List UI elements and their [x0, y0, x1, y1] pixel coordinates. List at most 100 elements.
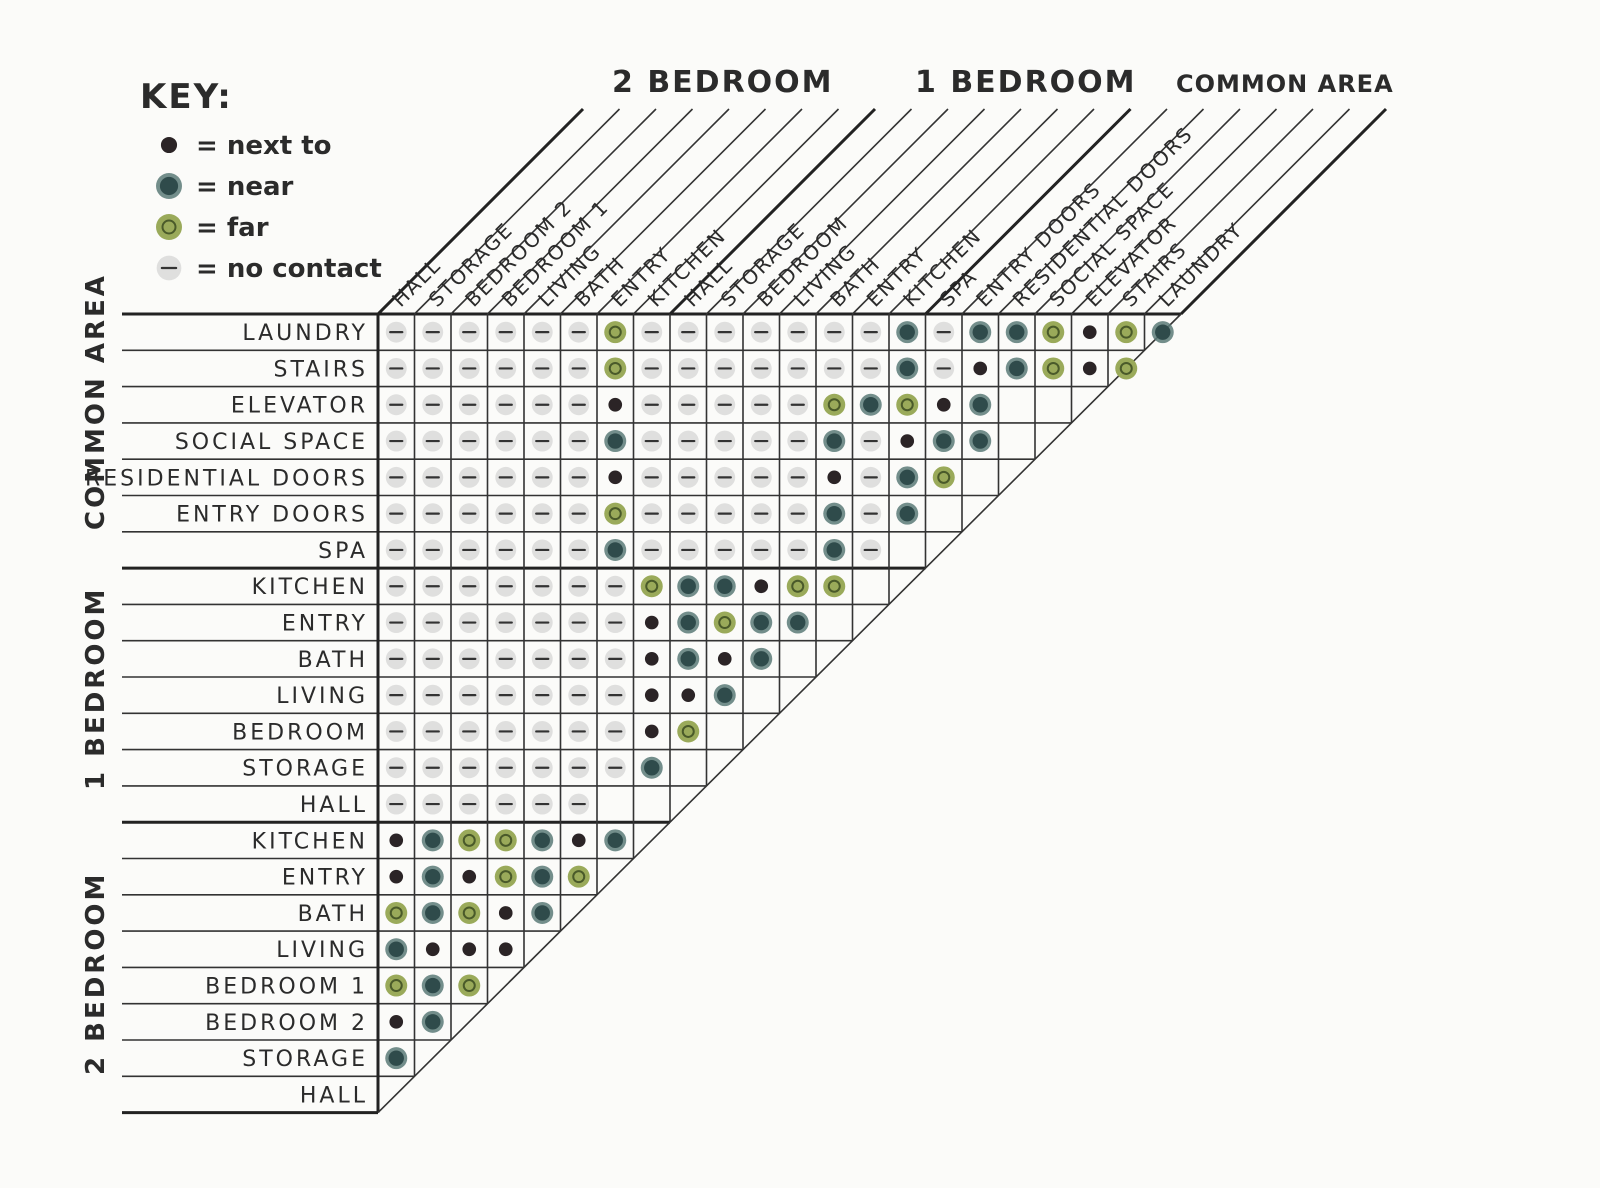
- cell-r13-c4: [531, 793, 553, 815]
- cell-r1-c0: [385, 358, 407, 379]
- cell-r0-c9: [714, 321, 736, 343]
- cell-r5-c3: [495, 503, 517, 525]
- cell-r7-c6: [604, 575, 626, 597]
- cell-r8-c0: [385, 612, 407, 633]
- row-label-bedroom-1: BEDROOM 1: [205, 975, 368, 1000]
- cell-r6-c2: [458, 539, 480, 561]
- cell-r5-c5: [568, 503, 590, 525]
- column-header-line: [997, 108, 1205, 315]
- cell-r0-c7: [641, 321, 663, 343]
- cell-r1-c17: [1005, 357, 1028, 380]
- cell-r0-c13: [860, 321, 882, 343]
- cell-r10-c2: [458, 684, 480, 706]
- column-header-line: [450, 108, 657, 315]
- cell-r7-c5: [568, 575, 590, 597]
- cell-r8-c1: [422, 612, 444, 633]
- cell-r9-c7: [644, 652, 659, 666]
- cell-r2-c11: [787, 394, 809, 416]
- row-label-storage: STORAGE: [242, 757, 368, 782]
- top-group-common-area: COMMON AREA: [1176, 70, 1394, 98]
- cell-r1-c7: [641, 358, 663, 379]
- cell-r6-c0: [385, 539, 407, 561]
- cell-r4-c0: [385, 466, 407, 488]
- cell-r8-c11: [786, 611, 809, 634]
- cell-r10-c5: [568, 684, 590, 706]
- cell-r2-c16: [969, 393, 992, 416]
- cell-r2-c15: [936, 397, 951, 412]
- side-group-1-bedroom: 1 BEDROOM: [81, 587, 111, 790]
- cell-r11-c1: [422, 721, 444, 742]
- cell-r18-c2: [458, 974, 481, 997]
- cell-r10-c0: [385, 684, 407, 706]
- cell-r0-c4: [531, 321, 553, 343]
- side-group-2-bedroom: 2 BEDROOM: [81, 872, 111, 1075]
- cell-r12-c3: [495, 757, 517, 779]
- cell-r15-c2: [462, 869, 477, 884]
- cell-r10-c4: [531, 684, 553, 706]
- cell-r0-c8: [677, 321, 699, 343]
- cell-r2-c7: [641, 394, 663, 416]
- matrix-grid: [122, 107, 1388, 1115]
- cell-r16-c4: [531, 901, 554, 924]
- cell-r7-c9: [713, 575, 736, 598]
- cell-r7-c12: [823, 575, 846, 598]
- cell-r4-c10: [750, 466, 772, 488]
- cell-r0-c10: [750, 321, 772, 343]
- top-group-labels: 2 BEDROOM 1 BEDROOM COMMON AREA: [612, 65, 1394, 100]
- cell-r12-c4: [531, 757, 553, 779]
- column-header-line: [742, 108, 949, 315]
- cell-r6-c9: [714, 539, 736, 561]
- cell-r13-c5: [568, 793, 590, 815]
- cell-r4-c12: [827, 470, 842, 485]
- cell-r5-c12: [823, 502, 846, 525]
- cell-r16-c2: [458, 901, 481, 924]
- cell-r9-c1: [422, 648, 444, 670]
- cell-r0-c19: [1082, 325, 1097, 339]
- cell-r4-c14: [896, 466, 919, 489]
- cell-r7-c0: [385, 575, 407, 597]
- cell-r3-c13: [860, 430, 882, 452]
- cell-r14-c2: [458, 829, 481, 852]
- cell-r5-c10: [750, 503, 772, 525]
- cell-r7-c10: [754, 579, 769, 594]
- cell-r1-c12: [823, 358, 845, 379]
- column-header-line: [486, 108, 694, 315]
- key-legend: KEY: = next to = near = far = no contact: [140, 77, 382, 284]
- column-header-line: [376, 107, 585, 316]
- cell-r0-c15: [933, 321, 955, 343]
- cell-r2-c5: [568, 394, 590, 416]
- cell-r2-c3: [495, 394, 517, 416]
- column-header-line: [924, 107, 1132, 316]
- side-group-common-area: COMMON AREA: [81, 273, 111, 530]
- row-label-hall: HALL: [300, 793, 368, 818]
- matrix-diagonal: [377, 313, 1182, 1114]
- column-header-line: [1070, 108, 1278, 315]
- cell-r6-c8: [677, 539, 699, 561]
- cell-r4-c2: [458, 466, 480, 488]
- cell-r3-c16: [969, 430, 992, 453]
- column-header-line: [523, 108, 730, 315]
- cell-r1-c14: [896, 357, 919, 380]
- cell-r10-c6: [604, 684, 626, 706]
- cell-r8-c2: [458, 612, 480, 633]
- cell-r18-c1: [421, 974, 444, 997]
- cell-r14-c4: [531, 829, 554, 852]
- cell-r7-c8: [677, 575, 700, 598]
- column-header-line: [1107, 108, 1314, 315]
- cell-r0-c1: [422, 321, 444, 343]
- cell-r2-c9: [714, 394, 736, 416]
- cell-r6-c4: [531, 539, 553, 561]
- cell-r0-c18: [1042, 321, 1065, 344]
- cell-r4-c3: [495, 466, 517, 488]
- cell-r2-c8: [677, 394, 699, 416]
- cell-r7-c3: [495, 575, 517, 597]
- cell-r17-c3: [498, 942, 513, 957]
- cell-r3-c10: [750, 430, 772, 452]
- cell-r4-c11: [787, 466, 809, 488]
- cell-r5-c9: [714, 503, 736, 525]
- cell-r3-c6: [604, 430, 627, 453]
- cell-r3-c3: [495, 430, 517, 452]
- column-header-line: [1143, 108, 1351, 315]
- column-header-line: [1034, 108, 1241, 315]
- cell-r1-c1: [422, 358, 444, 379]
